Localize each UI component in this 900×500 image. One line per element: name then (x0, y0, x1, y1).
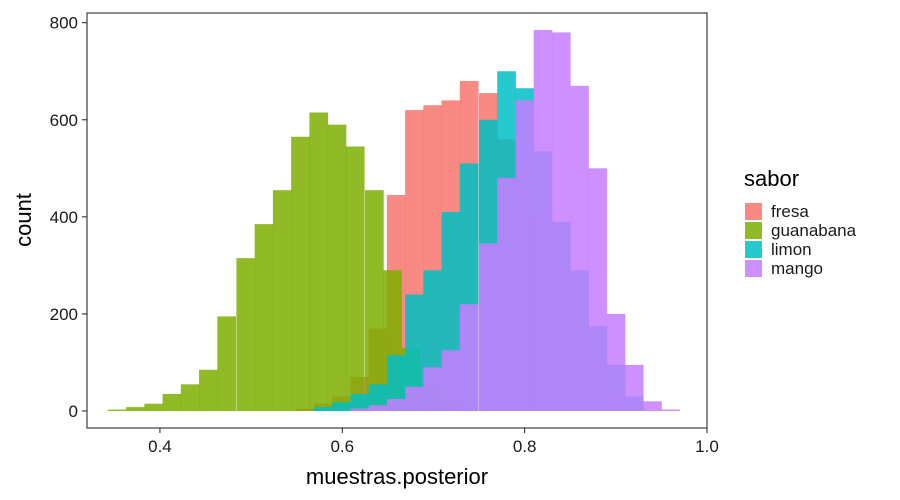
histogram-bar (217, 316, 237, 412)
histogram-bar (368, 405, 388, 412)
legend-label-fresa: fresa (771, 202, 809, 221)
histogram-bar (497, 178, 516, 412)
histogram-bar (386, 398, 406, 412)
y-tick-label: 600 (50, 111, 78, 130)
histogram-bar (386, 355, 406, 412)
histogram-bar (309, 112, 329, 412)
legend-swatch-fresa (745, 203, 762, 220)
histogram-bar (236, 258, 256, 412)
y-axis: 0 200 400 600 800 (50, 14, 87, 421)
histogram-bar (162, 394, 182, 412)
x-tick-label: 1.0 (695, 437, 719, 456)
histogram-bar (327, 124, 347, 412)
legend-title: sabor (744, 166, 799, 191)
y-tick-label: 0 (69, 402, 78, 421)
series-mango (350, 29, 681, 412)
legend-swatch-mango (745, 260, 762, 277)
histogram-bar (405, 294, 424, 412)
y-tick-label: 400 (50, 208, 78, 227)
x-tick-label: 0.8 (513, 437, 537, 456)
histogram-bar (478, 243, 498, 412)
histogram-bar (345, 146, 365, 412)
histogram-bar (365, 190, 384, 412)
histogram-bar (199, 369, 218, 412)
histogram-bar (350, 394, 370, 412)
x-axis-label: muestras.posterior (306, 464, 488, 489)
x-tick-label: 0.6 (330, 437, 354, 456)
bars-layer (107, 29, 681, 412)
legend-swatch-guanabana (745, 222, 762, 239)
y-tick-label: 800 (50, 14, 78, 33)
histogram-bar (588, 168, 608, 412)
histogram-bar (624, 364, 644, 412)
legend-label-mango: mango (771, 259, 823, 278)
histogram-bar (643, 401, 662, 412)
histogram-bar (291, 136, 310, 412)
histogram-bar (107, 409, 127, 412)
histogram-bar (606, 313, 626, 412)
y-tick-label: 200 (50, 305, 78, 324)
histogram-bar (533, 29, 553, 412)
histogram-bar (144, 403, 164, 412)
histogram-bar (254, 224, 274, 412)
histogram-bar (551, 32, 571, 412)
y-axis-label: count (11, 193, 36, 247)
histogram-bar (180, 384, 200, 412)
histogram-bar (661, 409, 681, 412)
histogram-bar (350, 408, 370, 412)
histogram-bar (405, 386, 424, 412)
legend-swatch-limon (745, 241, 762, 258)
histogram-bar (459, 304, 479, 412)
histogram-bar (441, 350, 461, 412)
plot-panel-border (86, 12, 708, 429)
legend-label-guanabana: guanabana (771, 221, 857, 240)
histogram-bar (515, 100, 535, 412)
histogram-bar (126, 407, 145, 412)
histogram-bar (272, 190, 292, 412)
histogram-bar (313, 407, 333, 412)
x-axis: 0.4 0.6 0.8 1.0 (148, 428, 719, 456)
histogram-bar (570, 85, 589, 412)
legend-label-limon: limon (771, 240, 812, 259)
x-tick-label: 0.4 (148, 437, 172, 456)
histogram-bar (332, 402, 351, 412)
histogram-bar (368, 384, 388, 412)
histogram-bar (423, 367, 443, 412)
